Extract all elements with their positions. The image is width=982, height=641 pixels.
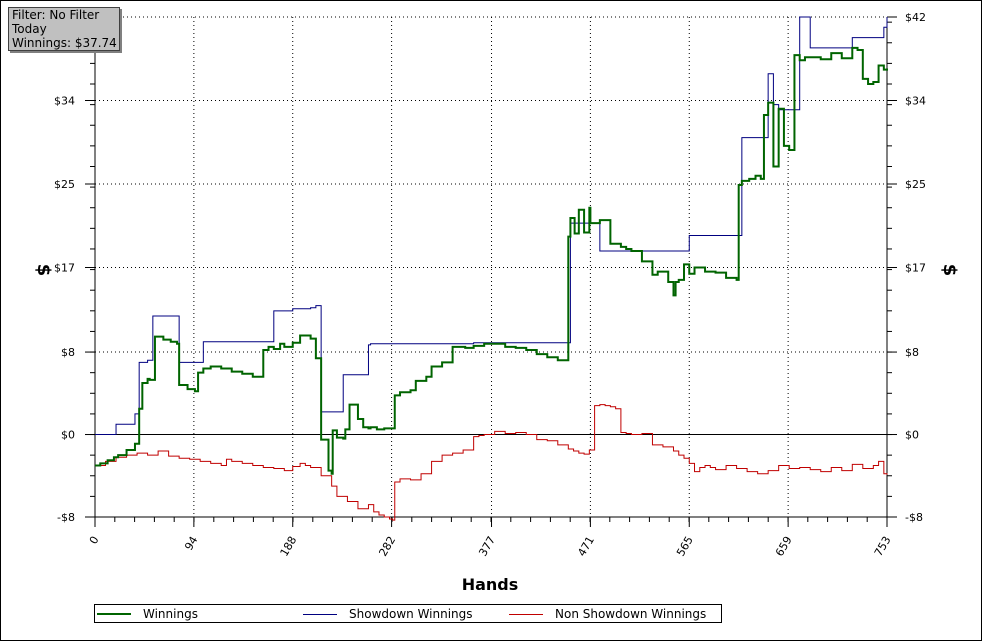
series	[95, 16, 888, 521]
legend-item-winnings: Winnings	[97, 606, 198, 622]
x-tick-label: 659	[773, 534, 795, 559]
legend: Winnings Showdown Winnings Non Showdown …	[94, 604, 722, 623]
y-tick-label-left: $25	[54, 178, 75, 191]
winnings-total-label: Winnings: $37.74	[12, 36, 117, 50]
y-tick-label-right: $42	[905, 11, 926, 24]
y-axis-title-right: $	[939, 264, 960, 277]
y-tick-label-left: $34	[54, 95, 75, 108]
y-tick-label-right: -$8	[905, 511, 923, 524]
x-tick-label: 188	[278, 534, 300, 559]
series-line-non-showdown-winnings	[95, 404, 888, 521]
y-tick-label-left: $8	[61, 346, 75, 359]
y-tick-label-left: -$8	[57, 511, 75, 524]
axes	[85, 16, 897, 527]
y-tick-label-right: $8	[905, 346, 919, 359]
legend-label-non-showdown: Non Showdown Winnings	[555, 607, 707, 621]
legend-item-non-showdown-winnings: Non Showdown Winnings	[509, 606, 706, 622]
y-tick-label-left: $17	[54, 262, 75, 275]
x-tick-label: 565	[674, 534, 696, 559]
x-tick-label: 377	[476, 534, 498, 559]
legend-swatch-non-showdown	[509, 613, 543, 615]
tick-labels: -$8-$8$0$0$8$8$17$17$25$25$34$34$42$4209…	[54, 11, 926, 559]
filter-info-box: Filter: No Filter Today Winnings: $37.74	[8, 7, 120, 51]
legend-label-winnings: Winnings	[143, 607, 198, 621]
y-tick-label-right: $34	[905, 95, 926, 108]
y-tick-label-right: $17	[905, 262, 926, 275]
x-tick-label: 94	[182, 534, 200, 553]
y-axis-title-left: $	[33, 264, 54, 277]
date-range-label: Today	[12, 22, 47, 36]
y-tick-label-left: $0	[61, 429, 75, 442]
x-tick-label: 0	[87, 534, 102, 547]
y-tick-label-right: $0	[905, 429, 919, 442]
legend-swatch-showdown	[303, 613, 337, 615]
legend-swatch-winnings	[97, 613, 131, 615]
y-tick-label-right: $25	[905, 178, 926, 191]
legend-item-showdown-winnings: Showdown Winnings	[303, 606, 473, 622]
series-line-showdown-winnings	[95, 16, 888, 436]
x-tick-label: 282	[376, 534, 398, 559]
filter-label: Filter: No Filter	[12, 8, 100, 22]
x-tick-label: 753	[872, 534, 894, 559]
legend-label-showdown: Showdown Winnings	[349, 607, 473, 621]
series-line-winnings	[95, 46, 888, 475]
x-axis-title: Hands	[462, 575, 519, 594]
x-tick-label: 471	[575, 534, 597, 559]
